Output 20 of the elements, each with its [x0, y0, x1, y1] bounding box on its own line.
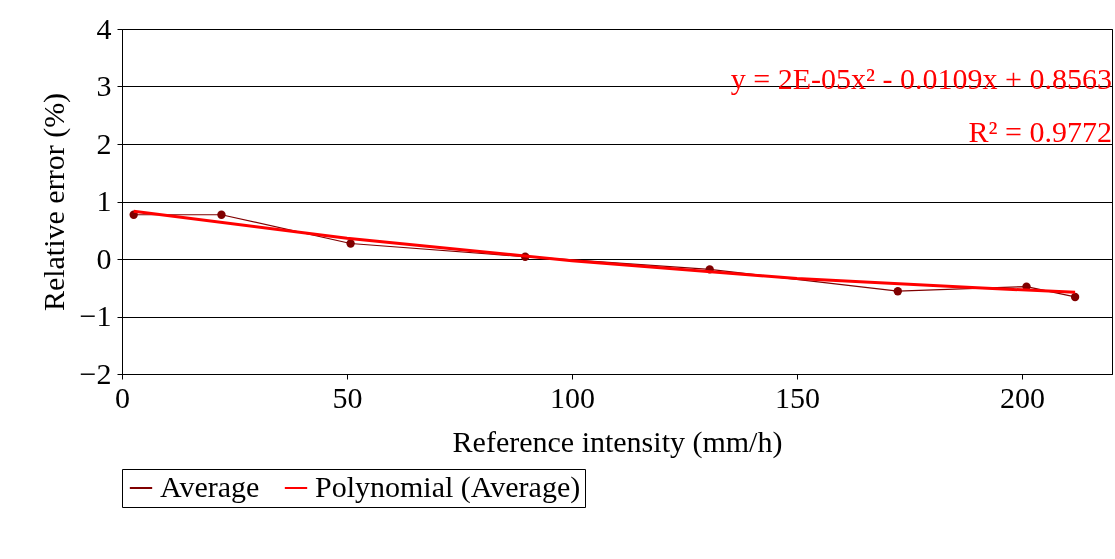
point — [346, 239, 355, 248]
y-axis-title: Relative error (%) — [36, 92, 71, 312]
annotation: R² = 0.9772 — [968, 115, 1112, 148]
point — [893, 287, 902, 296]
x-tick-label: 150 — [775, 380, 820, 414]
y-tick-label: 3 — [96, 69, 112, 102]
y-tick-label: 1 — [96, 184, 112, 217]
x-tick-label: 200 — [1000, 380, 1045, 414]
x-axis-title: Reference intensity (mm/h) — [452, 424, 783, 459]
x-tick-label: 50 — [332, 380, 363, 414]
y-tick-label: −1 — [79, 299, 112, 332]
legend-label: Polynomial (Average) — [315, 470, 581, 504]
x-tick-label: 100 — [550, 380, 595, 414]
y-tick-label: −2 — [79, 356, 112, 390]
y-tick-label: 4 — [96, 11, 112, 45]
y-tick-label: 0 — [96, 241, 112, 275]
y-tick-label: 2 — [96, 126, 112, 160]
legend-label: Average — [160, 470, 260, 503]
point — [217, 210, 226, 219]
point — [1070, 292, 1080, 302]
